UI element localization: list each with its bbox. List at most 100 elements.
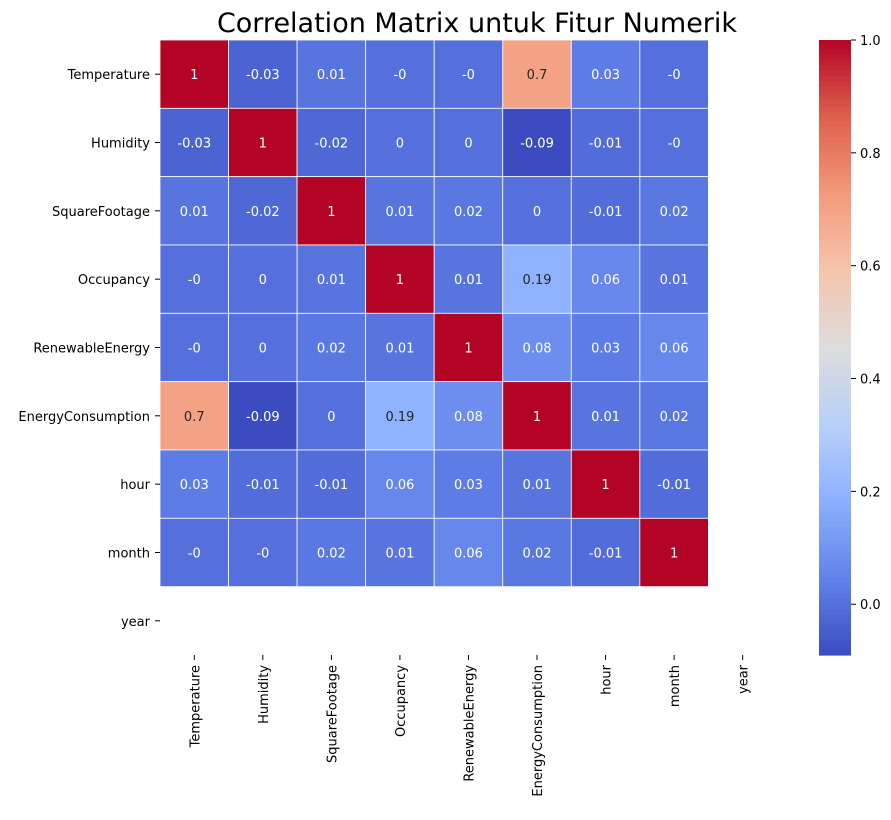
heatmap-cell [639,517,709,588]
colorbar-segment [819,578,851,584]
cell-value-label: -0 [188,273,201,288]
colorbar-segment [819,214,851,220]
colorbar-segment [819,260,851,267]
colorbar-segment [819,111,851,118]
cell-value-label: -0 [256,546,269,561]
cell-value-label: 0.03 [591,68,620,83]
heatmap-cell [639,107,709,178]
cell-value-label: -0 [393,68,406,83]
cell-value-label: 0.08 [523,341,552,356]
cell-value-label: 1 [259,136,267,151]
colorbar-segment [819,639,851,646]
colorbar-segment [819,429,851,436]
cell-value-label: 0.01 [523,478,552,493]
colorbar-segment [819,193,851,200]
colorbar-segment [819,465,851,472]
colorbar-segment [819,634,851,641]
colorbar-segment [819,45,851,51]
x-tick-label: RenewableEnergy [462,665,477,782]
y-tick-label: Occupancy [78,273,150,288]
colorbar-segment [819,573,851,579]
colorbar-segment [819,501,851,507]
y-axis-ticks: Temperature Humidity SquareFootage Occupanc… [18,68,160,630]
colorbar-segment [819,152,851,159]
colorbar-segment [819,224,851,231]
colorbar-segment [819,419,851,425]
colorbar-segment [819,275,851,282]
colorbar-segment [819,496,851,502]
colorbar-segment [819,644,851,651]
colorbar-segment [819,70,851,77]
colorbar-segment [819,245,851,251]
cell-value-label: 0 [396,136,404,151]
colorbar-segment [819,383,851,390]
colorbar-segment [819,480,851,487]
colorbar-segment [819,532,851,538]
colorbar-segment [819,332,851,338]
colorbar-segment [819,439,851,446]
colorbar-segment [819,168,851,174]
colorbar-segment [819,163,851,169]
colorbar: 0.0 0.2 0.4 0.6 0.8 1.0 [819,34,881,656]
heatmap-cell [570,381,641,451]
colorbar-segment [819,157,851,164]
colorbar-segment [819,127,851,133]
colorbar-segment [819,614,851,620]
colorbar-segment [819,40,851,46]
colorbar-segment [819,291,851,297]
cell-value-label: 0 [533,205,541,220]
heatmap-cell [570,449,641,519]
colorbar-segment [819,455,851,461]
cell-value-label: 0.08 [454,410,483,425]
cell-value-label: 0.01 [385,205,414,220]
x-tick-label: Temperature [188,665,203,748]
heatmap-cell [228,39,298,109]
colorbar-segment [819,398,851,405]
heatmap-cell [365,312,435,383]
cell-value-label: 0.02 [454,205,483,220]
colorbar-segment [819,255,851,261]
colorbar-segment [819,265,851,272]
cell-value-label: 0 [259,273,267,288]
heatmap-cell [296,244,367,314]
cell-value-label: 0.7 [527,68,548,83]
x-tick-label: hour [600,664,615,694]
x-tick-label: year [737,664,752,694]
heatmap-cell [570,176,641,246]
colorbar-segment [819,91,851,97]
heatmap-cell [365,517,435,588]
colorbar-segment [819,352,851,359]
colorbar-segment [819,229,851,236]
heatmap-cell [433,449,504,519]
colorbar-segment [819,96,851,103]
y-tick-label: month [108,546,150,561]
cell-value-label: -0.01 [589,546,623,561]
colorbar-segment [819,450,851,456]
heatmap-cells: 1 -0.03 0.01 -0 -0 0.7 0.03 -0 -0.03 1 -0.02 0 0 -0.0… [159,39,709,588]
colorbar-segment [819,347,851,354]
cell-value-label: -0 [188,546,201,561]
cell-value-label: 0.02 [660,205,689,220]
cell-value-label: 0 [464,136,472,151]
cell-value-label: -0.01 [589,136,623,151]
cell-value-label: 0.06 [454,546,483,561]
heatmap-cell [296,176,367,246]
colorbar-segment [819,327,851,333]
y-tick-label: RenewableEnergy [33,341,150,356]
y-tick-label: Temperature [67,68,150,83]
x-tick-label: SquareFootage [325,665,340,763]
colorbar-segment [819,598,851,605]
cell-value-label: 0.06 [660,341,689,356]
heatmap-cell [365,244,435,314]
colorbar-segment [819,603,851,610]
heatmap-cell [433,517,504,588]
colorbar-tick-label: 1.0 [860,34,881,49]
cell-value-label: -0.03 [177,136,211,151]
colorbar-segment [819,173,851,179]
heatmap-cell [502,449,572,519]
heatmap-cell [502,39,572,109]
cell-value-label: -0.01 [246,478,280,493]
cell-value-label: 0.03 [180,478,209,493]
colorbar-segment [819,75,851,82]
